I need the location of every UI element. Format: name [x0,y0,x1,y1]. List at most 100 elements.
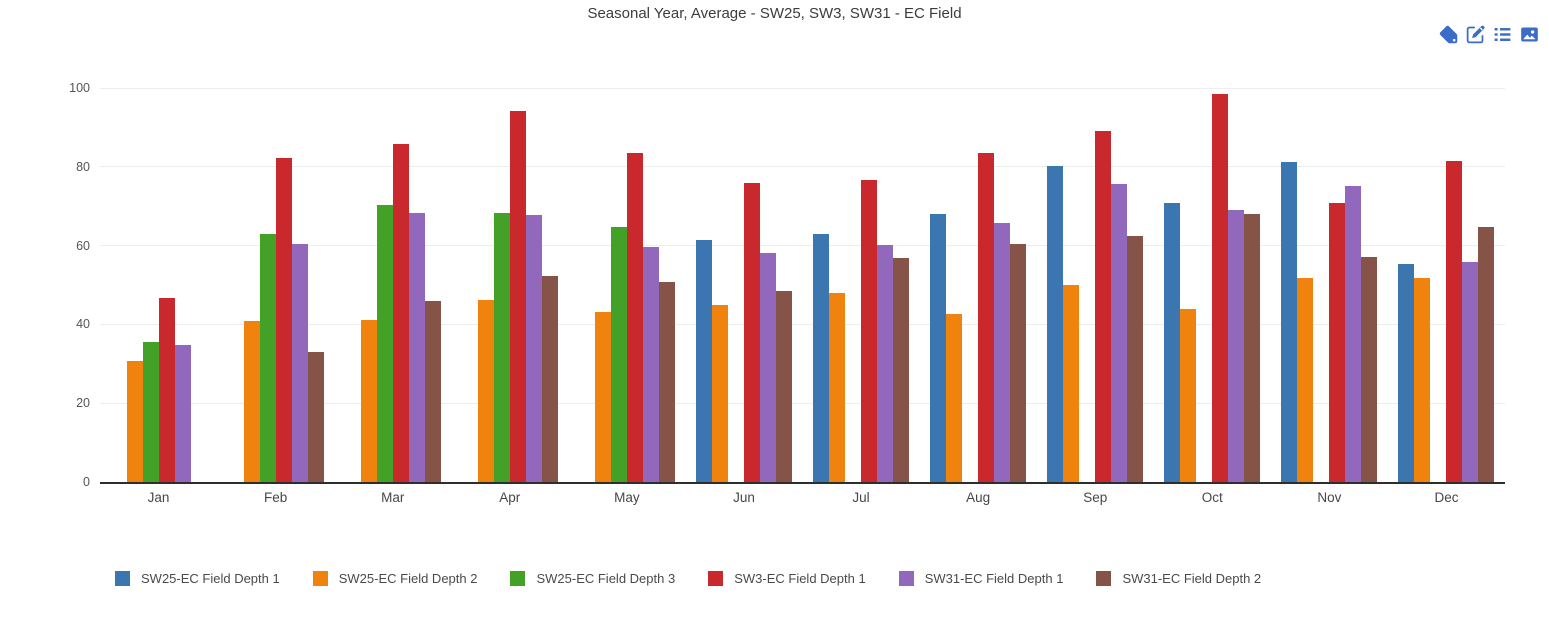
x-axis-tick-label: Nov [1317,490,1342,505]
legend-item[interactable]: SW25-EC Field Depth 3 [510,571,675,586]
bar[interactable] [1329,202,1346,482]
bar[interactable] [1462,262,1479,482]
legend-label: SW25-EC Field Depth 3 [536,571,676,586]
bar[interactable] [994,223,1011,482]
bar[interactable] [1361,256,1378,482]
legend-swatch [312,571,328,586]
y-axis-tick-label: 80 [76,159,90,174]
bar[interactable] [291,243,308,482]
bar[interactable] [829,293,846,482]
bar[interactable] [509,111,526,482]
bar[interactable] [1244,214,1261,482]
legend-swatch [1096,571,1112,586]
x-axis-tick-label: May [614,490,640,505]
bar[interactable] [424,300,441,482]
bar[interactable] [775,290,792,482]
bar[interactable] [861,179,878,482]
y-axis-tick-label: 20 [76,396,90,411]
bar[interactable] [1063,284,1080,482]
bar[interactable] [1398,264,1415,482]
bar[interactable] [813,234,830,482]
x-axis-tick-label: Oct [1201,490,1223,505]
legend-swatch [115,571,130,586]
legend-item[interactable]: SW25-EC Field Depth 2 [312,571,478,586]
legend-label: SW3-EC Field Depth 1 [734,571,866,586]
bar[interactable] [1228,209,1245,482]
bar[interactable] [360,319,377,482]
bar[interactable] [1180,308,1197,482]
x-axis-tick-label: Aug [966,490,991,505]
bar[interactable] [1127,235,1144,482]
bar[interactable] [642,246,659,482]
legend-swatch [510,571,526,586]
bar[interactable] [610,227,627,482]
x-axis-tick-label: Dec [1434,490,1459,505]
legend-label: SW31-EC Field Depth 2 [1122,571,1262,586]
bar[interactable] [493,212,510,482]
bar[interactable] [594,312,611,482]
tag-icon[interactable] [1438,24,1459,45]
list-icon[interactable] [1492,24,1513,45]
bar[interactable] [307,351,324,482]
plot-area: 0 20 40 60 80 100 Jan Feb Mar Apr May Jun Jul Aug Sep O… [69,81,1505,505]
bar[interactable] [946,314,963,482]
chart-toolbar [1438,24,1540,45]
bar[interactable] [477,300,494,482]
bar[interactable] [1047,165,1064,482]
y-gridline [100,166,1505,168]
bar[interactable] [759,253,776,482]
bar[interactable] [1297,278,1314,482]
bar[interactable] [126,360,143,482]
x-axis-tick-label: Feb [263,490,288,505]
bar[interactable] [1345,185,1362,482]
x-axis-tick-label: Mar [381,490,405,505]
bar[interactable] [392,143,409,482]
bar[interactable] [158,298,175,482]
legend-item[interactable]: SW25-EC Field Depth 1 [115,571,280,586]
bar[interactable] [275,157,292,482]
y-gridline [100,323,1505,325]
bar[interactable] [743,182,760,482]
legend-label: SW25-EC Field Depth 2 [338,571,478,586]
bar[interactable] [1446,161,1463,482]
bar[interactable] [1414,278,1431,482]
bar[interactable] [893,257,910,482]
bar[interactable] [1164,202,1181,482]
bar[interactable] [259,234,276,482]
bar[interactable] [658,282,675,482]
edit-icon[interactable] [1465,24,1486,45]
bar[interactable] [1478,227,1495,482]
bar[interactable] [626,152,643,482]
legend-swatch [708,571,724,586]
legend-label: SW31-EC Field Depth 1 [924,571,1064,586]
y-axis-tick-label: 0 [83,475,90,489]
x-axis-tick-label: Jul [852,490,870,505]
x-axis-tick-label: Apr [499,490,521,505]
bar[interactable] [243,320,260,482]
y-gridline [100,402,1505,404]
bar[interactable] [142,341,159,482]
bar[interactable] [877,244,894,482]
legend-item[interactable]: SW31-EC Field Depth 2 [1096,571,1261,586]
y-gridline [100,245,1505,247]
legend-item[interactable]: SW3-EC Field Depth 1 [708,571,866,586]
bar[interactable] [711,304,728,482]
bar[interactable] [930,214,947,482]
bar[interactable] [408,212,425,482]
bar[interactable] [525,214,542,482]
bar[interactable] [1010,243,1027,482]
bar[interactable] [1111,184,1128,482]
x-axis-tick-label: Jan [147,490,170,505]
bar[interactable] [1212,93,1229,482]
bar[interactable] [978,153,995,482]
bar[interactable] [695,239,712,482]
chart-title: Seasonal Year, Average - SW25, SW3, SW31… [587,5,962,22]
bar[interactable] [1095,130,1112,482]
bar[interactable] [1281,162,1298,482]
legend-item[interactable]: SW31-EC Field Depth 1 [898,571,1064,586]
image-icon[interactable] [1519,24,1540,45]
bar[interactable] [541,275,558,482]
bar[interactable] [174,344,191,482]
bar[interactable] [376,205,393,482]
